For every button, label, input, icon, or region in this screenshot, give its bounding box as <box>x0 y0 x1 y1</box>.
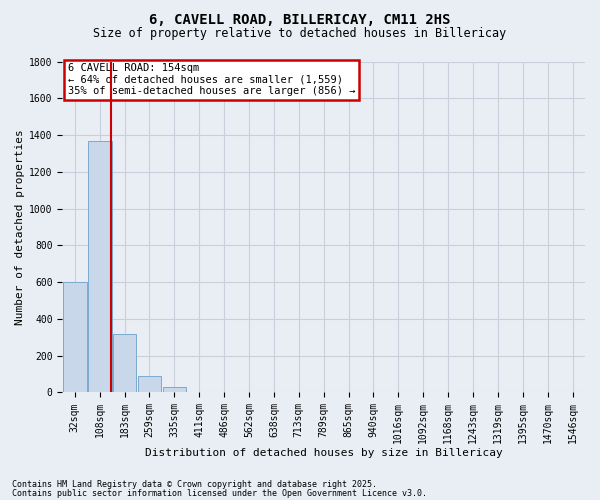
X-axis label: Distribution of detached houses by size in Billericay: Distribution of detached houses by size … <box>145 448 503 458</box>
Text: 6, CAVELL ROAD, BILLERICAY, CM11 2HS: 6, CAVELL ROAD, BILLERICAY, CM11 2HS <box>149 12 451 26</box>
Bar <box>113 334 136 392</box>
Bar <box>163 387 186 392</box>
Bar <box>137 376 161 392</box>
Bar <box>88 140 112 392</box>
Text: Contains public sector information licensed under the Open Government Licence v3: Contains public sector information licen… <box>12 489 427 498</box>
Text: 6 CAVELL ROAD: 154sqm
← 64% of detached houses are smaller (1,559)
35% of semi-d: 6 CAVELL ROAD: 154sqm ← 64% of detached … <box>68 63 355 96</box>
Bar <box>63 282 86 393</box>
Y-axis label: Number of detached properties: Number of detached properties <box>15 129 25 325</box>
Text: Contains HM Land Registry data © Crown copyright and database right 2025.: Contains HM Land Registry data © Crown c… <box>12 480 377 489</box>
Text: Size of property relative to detached houses in Billericay: Size of property relative to detached ho… <box>94 28 506 40</box>
